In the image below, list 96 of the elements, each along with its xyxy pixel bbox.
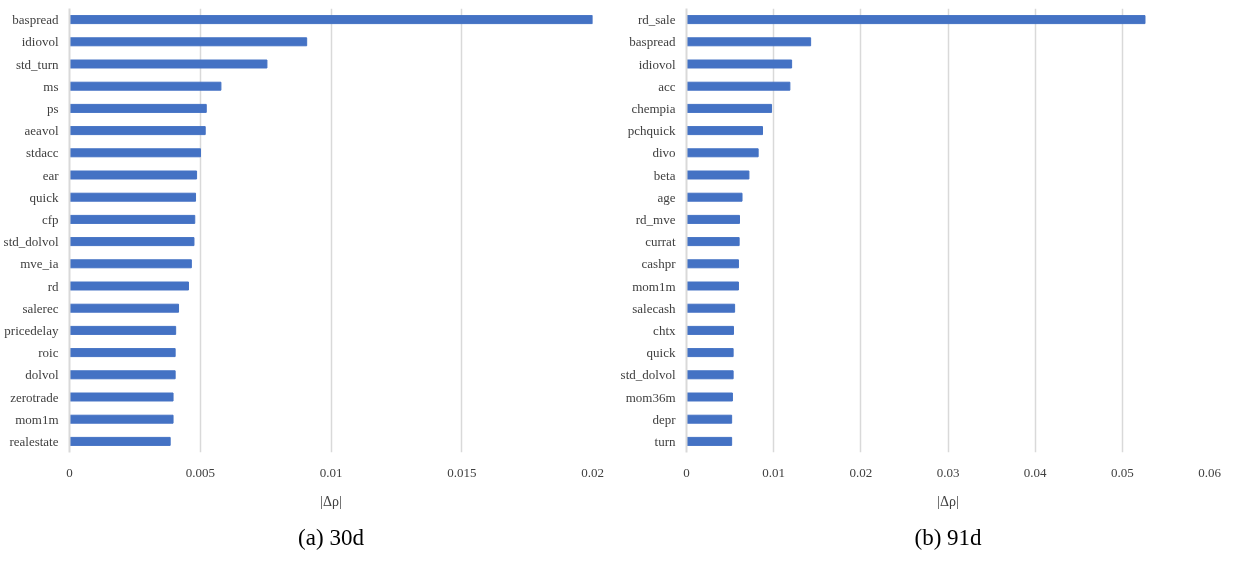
y-tick-label: idiovol [638,56,676,72]
y-tick-label: divo [652,145,676,161]
bar [686,81,791,91]
bar [69,103,207,113]
text: (b) 91d [914,524,983,550]
bar [686,436,733,446]
x-axis-title: |Δρ| [320,493,342,509]
bar [69,59,268,69]
y-tick-label: acc [658,78,676,94]
y-tick-label: cfp [41,211,59,227]
bar [686,370,734,380]
y-tick-label: beta [653,167,676,183]
y-tick-label: mve_ia [20,256,59,272]
x-tick-label: 0.04 [1023,464,1048,480]
y-tick-label: zerotrade [10,389,59,405]
y-tick-label: depr [652,411,677,427]
bar [686,414,733,424]
bar [686,281,739,291]
bar [69,325,177,335]
bar [686,259,739,269]
bar [686,37,812,47]
bar [69,170,198,180]
y-tick-label: rd [47,278,59,294]
y-tick-label: chtx [653,322,676,338]
y-tick-label: salecash [632,300,676,316]
y-tick-label: baspread [12,12,59,28]
y-tick-label: dolvol [25,367,59,383]
y-tick-label: stdacc [26,145,59,161]
x-tick-label: 0.03 [936,464,960,480]
y-tick-label: rd_mve [635,211,676,227]
bar [69,148,202,158]
x-tick-label: 0.005 [185,464,215,480]
y-tick-label: std_turn [15,56,59,72]
text: (a) 30d [298,524,365,550]
bar [686,192,743,202]
bar [686,59,793,69]
bar [686,103,773,113]
bar [686,170,750,180]
x-tick-label: 0 [66,464,73,480]
y-tick-label: ear [42,167,60,183]
bar [69,237,195,247]
bar [686,392,733,402]
y-tick-label: mom1m [632,278,676,294]
bar [686,348,734,358]
y-tick-label: cashpr [641,256,677,272]
y-tick-label: salerec [22,300,59,316]
bar [69,392,174,402]
bar [69,37,308,47]
y-tick-label: currat [645,234,676,250]
x-tick-label: 0.05 [1110,464,1134,480]
y-tick-label: ms [43,78,59,94]
bar [686,303,736,313]
y-tick-label: turn [654,433,676,449]
bar [69,348,176,358]
y-tick-label: mom1m [15,411,59,427]
y-tick-label: roic [38,345,59,361]
bar [69,414,174,424]
y-tick-label: aeavol [24,123,59,139]
y-tick-label: baspread [629,34,676,50]
y-tick-label: pchquick [627,123,676,139]
bar [686,325,734,335]
x-tick-label: 0.06 [1198,464,1222,480]
bar [69,436,171,446]
x-axis-title: |Δρ| [937,493,959,509]
y-tick-label: realestate [9,433,59,449]
bar [686,15,1146,25]
bar [69,81,222,91]
bar [69,370,176,380]
bar [69,15,593,25]
x-tick-label: 0.01 [319,464,343,480]
bar [69,192,197,202]
y-tick-label: quick [646,345,676,361]
bar [686,214,740,224]
bar [686,148,759,158]
y-tick-label: idiovol [21,34,59,50]
bar [686,126,764,136]
x-tick-label: 0.01 [762,464,786,480]
y-tick-label: age [657,189,676,205]
x-tick-label: 0.015 [447,464,477,480]
x-tick-label: 0.02 [849,464,873,480]
x-tick-label: 0.02 [581,464,604,480]
y-tick-label: mom36m [625,389,676,405]
y-tick-label: ps [46,100,59,116]
y-tick-label: pricedelay [4,322,59,338]
y-tick-label: quick [29,189,59,205]
bar [69,281,189,291]
y-tick-label: std_dolvol [620,367,676,383]
bar [69,214,196,224]
y-tick-label: rd_sale [637,12,676,28]
bar [69,303,180,313]
x-tick-label: 0 [683,464,690,480]
bar [686,237,740,247]
y-tick-label: chempia [631,100,676,116]
bar [69,259,192,269]
y-tick-label: std_dolvol [3,234,59,250]
bar [69,126,206,136]
